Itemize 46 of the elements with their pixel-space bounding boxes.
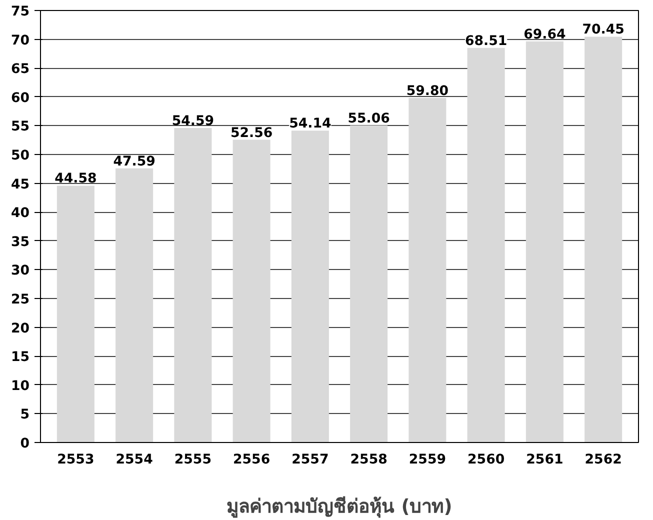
bar bbox=[408, 98, 446, 442]
bar bbox=[584, 36, 622, 442]
bar bbox=[56, 186, 94, 442]
y-tick-label: 65 bbox=[10, 62, 30, 78]
data-label: 70.45 bbox=[582, 22, 624, 38]
data-label: 55.06 bbox=[348, 111, 390, 126]
data-label: 68.51 bbox=[464, 34, 508, 49]
x-tick-label: 2559 bbox=[408, 452, 446, 468]
data-label: 59.80 bbox=[406, 84, 449, 100]
bar bbox=[350, 125, 388, 442]
bar bbox=[116, 168, 154, 442]
y-tick-label: 15 bbox=[10, 350, 30, 366]
bar bbox=[467, 48, 505, 442]
data-label: 54.14 bbox=[289, 116, 332, 132]
data-label: 44.58 bbox=[54, 172, 97, 187]
y-tick-label: 10 bbox=[10, 378, 30, 394]
x-tick-label: 2556 bbox=[233, 452, 270, 468]
y-tick-label: 55 bbox=[10, 120, 30, 135]
y-tick-label: 5 bbox=[20, 408, 30, 423]
y-tick-label: 30 bbox=[10, 264, 30, 279]
data-label: 47.59 bbox=[113, 154, 156, 170]
y-tick-label: 40 bbox=[10, 206, 30, 222]
y-tick-label: 20 bbox=[10, 321, 30, 336]
y-tick-label: 75 bbox=[10, 4, 30, 20]
x-tick-label: 2555 bbox=[174, 452, 212, 468]
y-tick-label: 0 bbox=[20, 436, 30, 452]
bar bbox=[174, 128, 212, 442]
data-label: 69.64 bbox=[524, 27, 566, 42]
y-tick-label: 35 bbox=[10, 234, 30, 250]
bar bbox=[526, 41, 564, 442]
x-tick-label: 2558 bbox=[350, 452, 388, 468]
bar bbox=[291, 130, 329, 442]
y-tick-label: 45 bbox=[10, 177, 30, 192]
x-tick-label: 2560 bbox=[468, 452, 505, 468]
x-tick-label: 2562 bbox=[584, 452, 622, 468]
y-tick-label: 25 bbox=[10, 292, 30, 308]
data-label: 52.56 bbox=[230, 126, 273, 141]
x-tick-label: 2557 bbox=[292, 452, 329, 468]
x-tick-label: 2553 bbox=[57, 452, 94, 468]
bar bbox=[232, 140, 270, 442]
x-tick-label: 2561 bbox=[526, 452, 564, 468]
y-tick-label: 70 bbox=[10, 33, 30, 48]
x-axis-title: มูลค่าตามบัญชีต่อหุ้น (บาท) bbox=[226, 496, 452, 518]
y-tick-label: 50 bbox=[10, 148, 30, 164]
y-tick-label: 60 bbox=[10, 90, 30, 106]
x-tick-label: 2554 bbox=[116, 452, 153, 468]
